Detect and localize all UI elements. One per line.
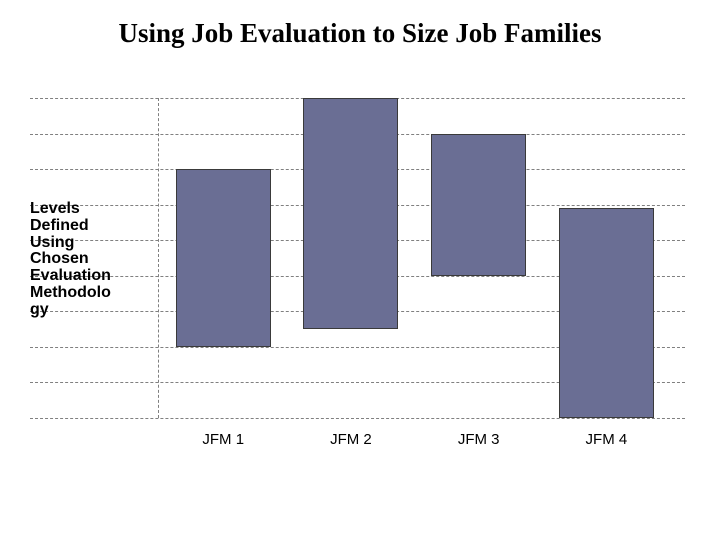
- y-axis-label-line: Levels: [30, 201, 111, 218]
- y-axis-label: LevelsDefinedUsingChosenEvaluationMethod…: [30, 201, 111, 319]
- y-axis-label-line: Evaluation: [30, 268, 111, 285]
- y-axis-label-line: Using: [30, 235, 111, 252]
- y-axis-line: [158, 98, 159, 418]
- x-label-4: JFM 4: [539, 431, 674, 448]
- x-label-1: JFM 1: [156, 431, 291, 448]
- y-axis-label-line: Chosen: [30, 251, 111, 268]
- bar-1: [176, 169, 271, 347]
- bar-3: [431, 134, 526, 276]
- gridline: [30, 418, 685, 419]
- page-title: Using Job Evaluation to Size Job Familie…: [0, 18, 720, 49]
- x-label-2: JFM 2: [283, 431, 418, 448]
- x-label-3: JFM 3: [411, 431, 546, 448]
- bar-4: [559, 208, 654, 418]
- slide: { "title": { "text": "Using Job Evaluati…: [0, 0, 720, 540]
- y-axis-label-line: Defined: [30, 218, 111, 235]
- chart-area: JFM 1JFM 2JFM 3JFM 4LevelsDefinedUsingCh…: [30, 98, 685, 418]
- y-axis-label-line: Methodolo: [30, 285, 111, 302]
- y-axis-label-line: gy: [30, 302, 111, 319]
- bar-2: [303, 98, 398, 329]
